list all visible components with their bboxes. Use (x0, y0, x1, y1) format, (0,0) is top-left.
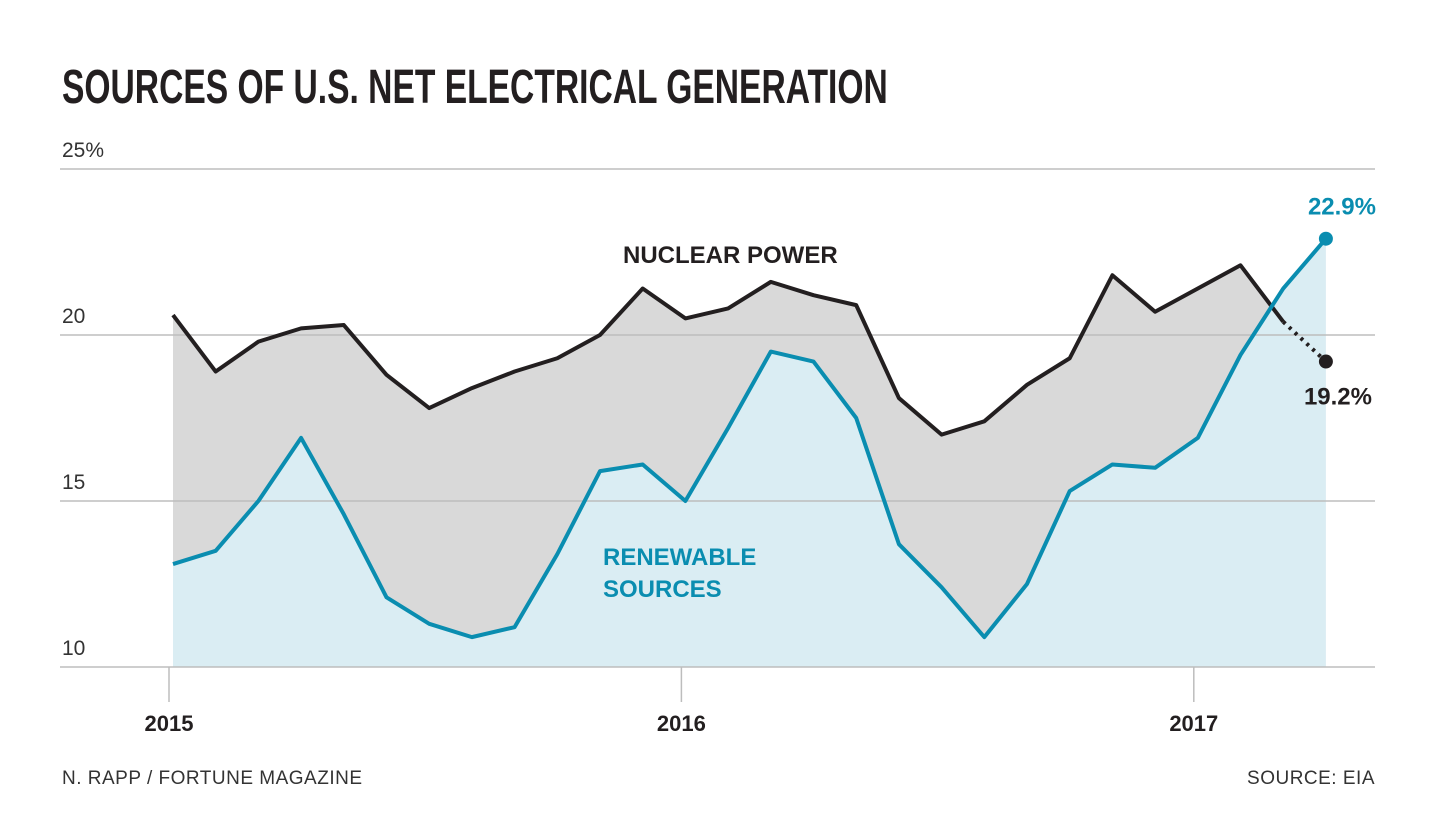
x-tick-label: 2017 (1169, 711, 1218, 736)
nuclear-series-label: NUCLEAR POWER (623, 242, 838, 269)
y-tick-label: 25% (62, 139, 104, 162)
source: SOURCE: EIA (1247, 768, 1375, 789)
renewable-line (172, 237, 1328, 640)
nuclear-end-point (1318, 354, 1333, 369)
nuclear-line (171, 263, 1285, 437)
renewable-end-point (1318, 231, 1333, 246)
nuclear-end-label: 19.2% (1304, 384, 1372, 411)
renewable-series-label: SOURCES (603, 576, 722, 603)
credit: N. RAPP / FORTUNE MAGAZINE (62, 768, 363, 789)
renewable-end-label: 22.9% (1308, 194, 1376, 221)
nuclear-projection-line (1281, 320, 1328, 364)
renewable-area (173, 238, 1326, 667)
renewable-series-label: RENEWABLE (603, 544, 756, 571)
y-tick-label: 20 (62, 305, 85, 328)
x-tick-label: 2015 (145, 711, 194, 736)
y-tick-label: 15 (62, 471, 85, 494)
y-tick-label: 10 (62, 637, 85, 660)
chart-title: SOURCES OF U.S. NET ELECTRICAL GENERATIO… (62, 61, 888, 114)
x-tick-label: 2016 (657, 711, 706, 736)
